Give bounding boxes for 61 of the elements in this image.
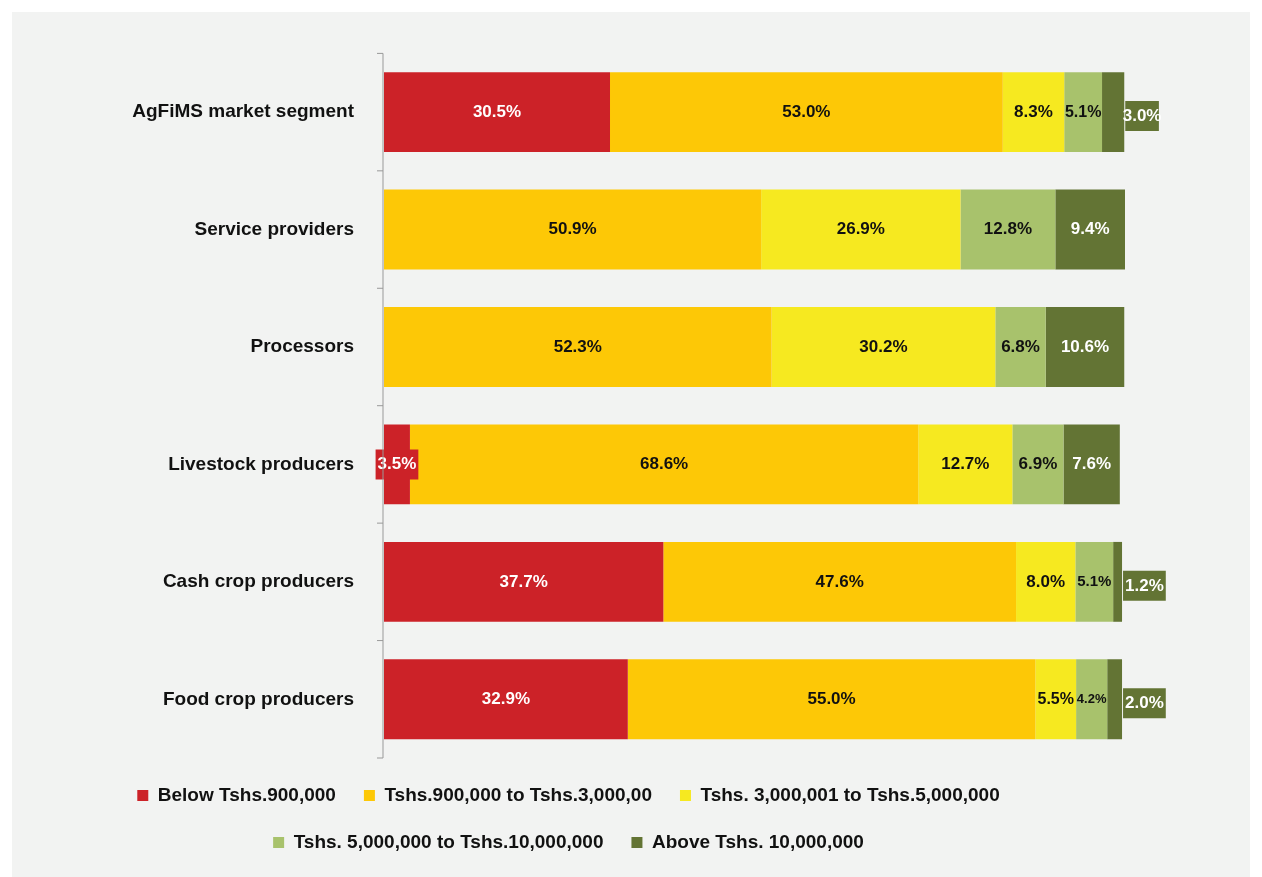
bar	[663, 541, 1017, 622]
data-label: 12.8%	[983, 219, 1033, 239]
data-label: 53.0%	[782, 101, 831, 121]
legend-label: Tshs. 5,000,000 to Tshs.10,000,000	[293, 830, 604, 852]
legend-label: Below Tshs.900,000	[157, 783, 336, 805]
data-label: 5.1%	[1064, 102, 1102, 120]
data-label: 9.4%	[1070, 219, 1110, 239]
bar	[1075, 541, 1114, 622]
bar	[1045, 307, 1125, 387]
bar	[1063, 424, 1120, 505]
bar	[771, 307, 996, 387]
data-label: 8.0%	[1026, 571, 1066, 591]
bar	[960, 189, 1056, 270]
data-label: 6.8%	[1001, 336, 1040, 356]
data-label: 4.2%	[1076, 690, 1107, 706]
data-label: 47.6%	[815, 571, 864, 591]
bar	[761, 189, 961, 270]
bar	[384, 72, 611, 153]
bar	[384, 189, 762, 270]
bar	[610, 72, 1003, 153]
bar	[1076, 659, 1108, 740]
y-tick-label: AgFiMS market segment	[132, 100, 355, 122]
legend-label: Tshs. 3,000,001 to Tshs.5,000,000	[700, 783, 1000, 805]
y-tick-label: Food crop producers	[162, 687, 354, 709]
bar	[1016, 541, 1076, 622]
data-label: 6.9%	[1018, 454, 1058, 474]
bar	[627, 659, 1036, 740]
bar	[1002, 72, 1065, 153]
data-label: 30.2%	[859, 336, 908, 356]
data-label: 12.7%	[941, 454, 990, 474]
legend-label: Above Tshs. 10,000,000	[651, 830, 864, 852]
bar	[1012, 424, 1064, 505]
data-label: 68.6%	[640, 454, 689, 474]
data-label: 30.5%	[472, 101, 522, 121]
data-label: 1.2%	[1125, 575, 1164, 595]
data-label: 5.1%	[1077, 571, 1112, 589]
data-label: 2.0%	[1125, 692, 1164, 712]
data-label: 7.6%	[1072, 454, 1112, 474]
data-label: 50.9%	[548, 219, 597, 239]
data-label: 3.5%	[377, 454, 417, 474]
y-tick-label: Cash crop producers	[162, 570, 354, 592]
bar	[384, 307, 772, 387]
bar	[384, 659, 628, 740]
data-label: 37.7%	[499, 571, 548, 591]
data-label: 8.3%	[1014, 101, 1053, 121]
data-label: 32.9%	[481, 688, 530, 708]
y-tick-label: Processors	[250, 335, 354, 357]
data-label: 26.9%	[836, 219, 885, 239]
data-label: 10.6%	[1060, 336, 1110, 356]
bar	[1035, 659, 1077, 740]
data-label: 52.3%	[553, 336, 602, 356]
bar	[995, 307, 1046, 387]
y-tick-label: Service providers	[194, 217, 354, 239]
data-label: 5.5%	[1037, 689, 1074, 707]
bar	[1055, 189, 1125, 270]
bar	[1064, 72, 1103, 153]
bar	[384, 541, 664, 622]
legend-label: Tshs.900,000 to Tshs.3,000,00	[384, 783, 652, 805]
bar	[918, 424, 1013, 505]
data-label: 55.0%	[807, 688, 856, 708]
y-tick-label: Livestock producers	[168, 452, 354, 474]
